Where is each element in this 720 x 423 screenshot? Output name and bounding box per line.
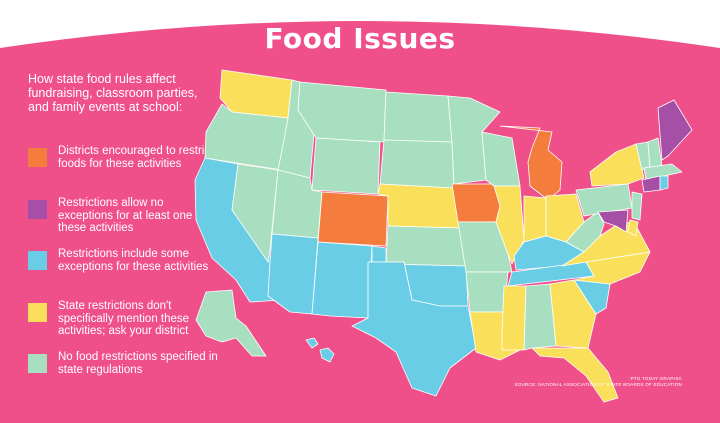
legend-label-purple: Restrictions allow no exceptions for at … [58, 197, 206, 234]
state-ks[interactable] [385, 225, 467, 267]
state-co[interactable] [317, 191, 389, 247]
state-ar[interactable] [465, 271, 509, 313]
state-ak[interactable] [195, 289, 267, 357]
page-title: Food Issues [264, 22, 456, 55]
states-layer [194, 69, 693, 403]
state-ne[interactable] [377, 183, 461, 229]
state-md[interactable] [597, 209, 629, 233]
state-wi[interactable] [481, 131, 521, 187]
credit-line-2: SOURCE: NATIONAL ASSOCIATION OF STATE BO… [514, 382, 682, 387]
state-wy[interactable] [311, 137, 381, 195]
state-nd[interactable] [383, 91, 453, 143]
state-mo[interactable] [457, 221, 513, 273]
legend-label-blue: Restrictions include some exceptions for… [58, 248, 209, 273]
swatch-purple [28, 200, 47, 219]
state-ny[interactable] [589, 143, 645, 187]
state-wv[interactable] [565, 211, 605, 253]
state-de[interactable] [627, 219, 639, 237]
state-az[interactable] [267, 233, 319, 315]
state-nh[interactable] [647, 137, 663, 169]
state-tx[interactable] [351, 261, 477, 397]
swatch-yellow [28, 303, 47, 322]
legend-label-orange: Districts encouraged to restrict foods f… [58, 145, 214, 170]
legend-label-green: No food restrictions specified in state … [58, 351, 218, 376]
state-nj[interactable] [631, 191, 643, 221]
state-ct[interactable] [641, 175, 661, 193]
intro-text: How state food rules affect fundraising,… [28, 72, 198, 114]
state-me[interactable] [657, 99, 693, 161]
swatch-orange [28, 148, 47, 167]
state-va[interactable] [561, 221, 651, 267]
state-in[interactable] [523, 195, 547, 243]
state-sd[interactable] [379, 139, 455, 191]
state-il[interactable] [493, 185, 525, 265]
state-ma[interactable] [643, 163, 683, 181]
swatch-blue [28, 251, 47, 270]
state-nm[interactable] [311, 241, 373, 319]
state-hi[interactable] [305, 337, 335, 363]
state-fl[interactable] [531, 347, 619, 403]
state-ga[interactable] [549, 279, 597, 349]
state-ms[interactable] [501, 285, 527, 351]
swatch-green [28, 354, 47, 373]
state-ia[interactable] [451, 183, 501, 223]
state-ri[interactable] [659, 175, 669, 191]
credit-line-1: PTO TODAY GRAPHIC [630, 376, 682, 381]
legend-label-yellow: State restrictions don't specifically me… [58, 300, 190, 337]
state-al[interactable] [523, 283, 557, 351]
state-nv[interactable] [231, 163, 279, 263]
source-credit: PTO TODAY GRAPHIC SOURCE: NATIONAL ASSOC… [514, 376, 682, 388]
